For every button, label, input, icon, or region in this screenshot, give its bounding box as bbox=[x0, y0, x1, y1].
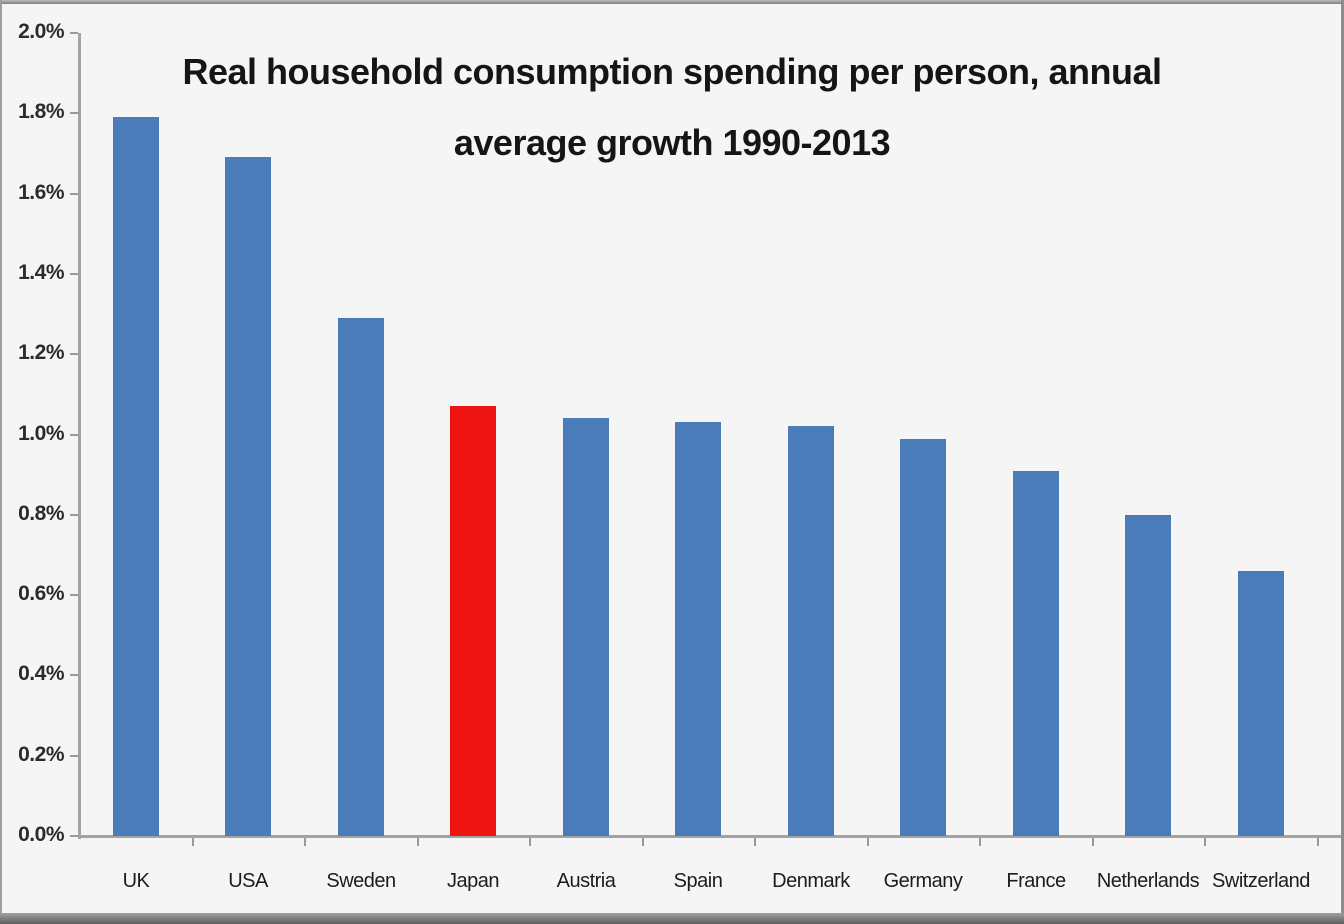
bar-highlight-japan bbox=[450, 406, 496, 836]
y-tick-label: 2.0% bbox=[18, 20, 64, 43]
y-tick-label: 1.8% bbox=[18, 100, 64, 124]
x-category-label: Netherlands bbox=[1096, 870, 1200, 892]
y-axis-tick bbox=[70, 32, 78, 34]
x-category-label: Spain bbox=[673, 870, 723, 892]
y-tick-label: 0.0% bbox=[18, 823, 64, 846]
top-border-line bbox=[0, 0, 1344, 4]
y-axis-tick bbox=[70, 513, 78, 516]
chart-title-line-2: average growth 1990-2013 bbox=[453, 122, 891, 163]
x-axis-tick bbox=[1204, 838, 1206, 846]
y-tick-label: 1.6% bbox=[18, 180, 64, 204]
y-axis-tick bbox=[70, 112, 78, 115]
x-category-label: Sweden bbox=[326, 870, 396, 892]
y-tick-label: 1.2% bbox=[18, 341, 64, 365]
x-axis-tick bbox=[979, 838, 981, 846]
y-tick-label: 1.4% bbox=[18, 260, 64, 284]
x-axis-tick bbox=[304, 838, 306, 846]
x-axis-tick bbox=[192, 838, 194, 846]
y-tick-label: 1.0% bbox=[18, 421, 64, 445]
bar-france bbox=[1013, 471, 1059, 836]
x-category-label: France bbox=[1006, 870, 1066, 892]
y-axis-tick bbox=[70, 674, 78, 677]
left-border-line bbox=[0, 0, 2, 924]
y-axis-line bbox=[78, 33, 81, 839]
bar-sweden bbox=[338, 318, 384, 836]
bar-netherlands bbox=[1125, 515, 1171, 836]
y-axis-tick bbox=[70, 594, 78, 597]
x-axis-tick bbox=[867, 838, 869, 846]
bar-switzerland bbox=[1238, 571, 1284, 836]
x-category-label: Austria bbox=[556, 870, 616, 892]
x-axis-tick bbox=[1092, 838, 1094, 846]
x-category-label: USA bbox=[228, 870, 268, 892]
bar-austria bbox=[563, 418, 609, 836]
y-tick-label: 0.2% bbox=[18, 742, 64, 766]
x-category-label: Japan bbox=[447, 870, 500, 892]
x-category-label: Denmark bbox=[772, 870, 850, 892]
bar-spain bbox=[675, 422, 721, 836]
y-tick-label: 0.4% bbox=[18, 662, 64, 686]
y-axis-tick bbox=[70, 272, 78, 275]
x-axis-tick bbox=[642, 838, 644, 846]
x-axis-tick bbox=[417, 838, 419, 846]
y-axis-tick bbox=[70, 835, 78, 837]
right-border-line bbox=[1341, 0, 1344, 924]
y-axis-tick bbox=[70, 754, 78, 757]
bar-germany bbox=[900, 439, 946, 836]
bar-uk bbox=[113, 117, 159, 836]
y-axis-tick bbox=[70, 353, 78, 356]
y-tick-label: 0.6% bbox=[18, 582, 64, 606]
x-axis-line bbox=[78, 835, 1341, 838]
y-tick-label: 0.8% bbox=[18, 501, 64, 525]
chart-title-line-1: Real household consumption spending per … bbox=[182, 51, 1162, 92]
x-axis-tick bbox=[754, 838, 756, 846]
x-axis-tick bbox=[1317, 838, 1319, 846]
x-axis-tick bbox=[529, 838, 531, 846]
bottom-border-bar bbox=[0, 913, 1344, 924]
bar-denmark bbox=[788, 426, 834, 836]
x-category-label: Switzerland bbox=[1212, 870, 1310, 892]
x-category-label: Germany bbox=[883, 870, 963, 892]
y-axis-tick bbox=[70, 433, 78, 436]
chart-title: Real household consumption spending per … bbox=[0, 36, 1344, 178]
bar-usa bbox=[225, 157, 271, 836]
x-category-label: UK bbox=[122, 870, 150, 892]
y-axis-tick bbox=[70, 192, 78, 195]
